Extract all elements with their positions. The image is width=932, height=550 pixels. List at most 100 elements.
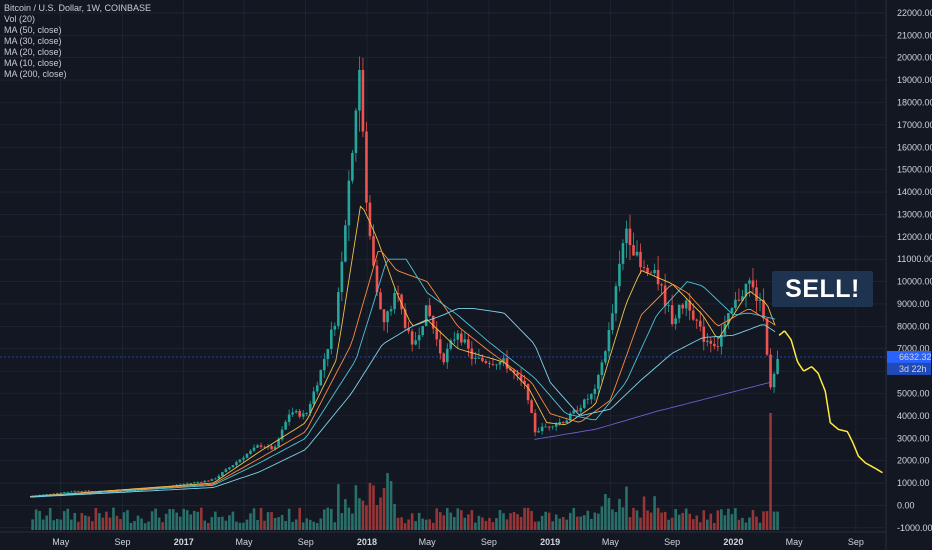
volume-bar	[80, 513, 84, 530]
volume-bar	[175, 512, 178, 530]
volume-bar	[741, 517, 744, 530]
candle-body	[748, 280, 751, 284]
candle-body	[474, 357, 477, 359]
volume-bar	[330, 508, 333, 530]
volume-bar	[389, 481, 393, 530]
volume-bar	[428, 519, 431, 530]
legend-item-vol[interactable]: Vol (20)	[4, 14, 36, 24]
legend-item-ma20[interactable]: MA (20, close)	[4, 47, 62, 57]
legend-item-ma200[interactable]: MA (200, close)	[4, 69, 67, 79]
volume-bar	[315, 523, 319, 530]
volume-bar	[48, 507, 52, 530]
volume-bar	[568, 512, 572, 530]
volume-bar	[600, 506, 604, 530]
candle-body	[505, 358, 509, 369]
volume-bar	[572, 507, 576, 530]
volume-bar	[583, 515, 586, 530]
candle-body	[277, 439, 280, 447]
volume-bar	[189, 514, 193, 530]
candle-body	[438, 339, 442, 354]
volume-bar	[52, 520, 56, 530]
volume-bar	[91, 521, 94, 530]
candle-body	[256, 445, 259, 448]
volume-bar	[575, 516, 579, 530]
volume-bar	[748, 517, 751, 530]
ma-line	[534, 381, 771, 440]
volume-bar	[512, 512, 516, 530]
volume-bar	[396, 517, 400, 530]
candle-body	[396, 292, 400, 295]
price-axis-label: 12000.00	[897, 232, 932, 242]
volume-bar	[463, 517, 467, 530]
volume-bar	[203, 520, 207, 530]
volume-bar	[456, 508, 460, 530]
volume-bar	[298, 507, 301, 530]
candle-body	[649, 272, 653, 274]
candle-body	[512, 370, 516, 373]
volume-bar	[702, 510, 706, 530]
volume-bar	[530, 510, 533, 530]
volume-bar	[199, 507, 203, 530]
volume-bar	[221, 516, 224, 530]
volume-bar	[94, 507, 98, 530]
candle-body	[400, 294, 403, 310]
candle-body	[632, 245, 635, 256]
sell-annotation[interactable]: SELL!	[772, 271, 873, 307]
candle-body	[140, 489, 143, 491]
candle-body	[477, 357, 481, 359]
candle-body	[238, 459, 242, 463]
volume-bar	[684, 508, 688, 530]
candle-body	[428, 305, 431, 316]
price-axis-label: 0.00	[897, 500, 915, 510]
price-badge-value: 6632.32	[899, 352, 932, 362]
volume-bar	[266, 512, 270, 530]
price-axis-label: 8000.00	[897, 321, 930, 331]
volume-bar	[368, 482, 372, 530]
candle-body	[583, 399, 586, 408]
candle-body	[737, 299, 741, 301]
volume-bar	[723, 515, 727, 530]
candle-body	[590, 393, 593, 400]
candle-body	[287, 414, 291, 422]
candle-body	[435, 328, 439, 340]
volume-bar	[488, 517, 491, 530]
candle-body	[452, 339, 456, 341]
legend-item-ma30[interactable]: MA (30, close)	[4, 36, 62, 46]
legend-symbol-title[interactable]: Bitcoin / U.S. Dollar, 1W, COINBASE	[4, 3, 152, 13]
candle-body	[337, 292, 340, 326]
volume-bar	[670, 517, 674, 530]
candle-body	[62, 492, 66, 493]
volume-bar	[263, 520, 266, 530]
volume-bar	[660, 512, 663, 530]
candle-body	[389, 309, 393, 312]
candle-body	[38, 494, 41, 496]
price-axis-label: 20000.00	[897, 53, 932, 63]
volume-bar	[217, 517, 221, 530]
candle-body	[189, 483, 193, 484]
candle-body	[586, 399, 590, 401]
candle-body	[677, 304, 681, 319]
volume-bar	[115, 515, 119, 530]
candle-body	[593, 388, 597, 394]
candle-body	[48, 494, 52, 495]
volume-bar	[674, 508, 677, 530]
volume-bar	[474, 522, 477, 530]
candle-body	[407, 327, 410, 332]
candle-body	[558, 422, 562, 425]
candle-body	[73, 490, 77, 492]
candle-body	[544, 426, 547, 428]
volume-bar	[442, 515, 446, 530]
candle-body	[484, 361, 488, 364]
legend-item-ma10[interactable]: MA (10, close)	[4, 58, 62, 68]
volume-bar	[677, 514, 681, 530]
ma-line	[30, 205, 776, 497]
volume-bar	[231, 511, 235, 530]
candle-body	[751, 280, 755, 288]
candle-body	[618, 263, 621, 287]
volume-bar	[140, 518, 143, 530]
candle-body	[705, 340, 709, 342]
candle-body	[199, 482, 203, 483]
legend-item-ma50[interactable]: MA (50, close)	[4, 25, 62, 35]
candle-body	[386, 311, 389, 323]
